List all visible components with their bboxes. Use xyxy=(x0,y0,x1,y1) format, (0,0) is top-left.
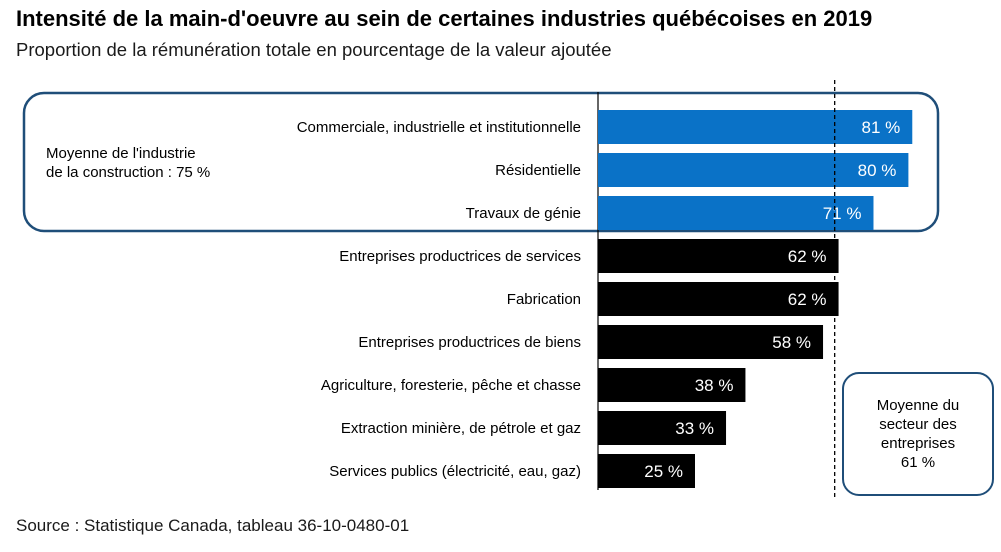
value-label-0: 81 % xyxy=(862,118,901,137)
bar-7 xyxy=(598,411,727,445)
category-label-2: Travaux de génie xyxy=(466,205,581,222)
business-average-line-4: 61 % xyxy=(901,454,935,471)
construction-highlight-box xyxy=(22,91,940,233)
bar-5 xyxy=(598,325,824,359)
value-label-7: 33 % xyxy=(675,419,714,438)
category-label-8: Services publics (électricité, eau, gaz) xyxy=(329,463,581,480)
bar-3 xyxy=(598,239,839,273)
category-label-4: Fabrication xyxy=(507,291,581,308)
bar-0 xyxy=(598,110,913,144)
business-average-line-1: Moyenne du xyxy=(877,397,960,414)
construction-average-line-1: Moyenne de l'industrie xyxy=(46,145,196,162)
value-label-5: 58 % xyxy=(772,333,811,352)
bar-6 xyxy=(598,368,746,402)
value-label-4: 62 % xyxy=(788,290,827,309)
category-label-3: Entreprises productrices de services xyxy=(339,248,581,265)
value-label-8: 25 % xyxy=(644,462,683,481)
chart-title: Intensité de la main-d'oeuvre au sein de… xyxy=(16,6,873,31)
value-label-1: 80 % xyxy=(858,161,897,180)
bars-group: Commerciale, industrielle et institution… xyxy=(297,110,913,488)
construction-average-line-2: de la construction : 75 % xyxy=(46,164,210,181)
category-label-7: Extraction minière, de pétrole et gaz xyxy=(341,420,581,437)
value-label-3: 62 % xyxy=(788,247,827,266)
chart-subtitle: Proportion de la rémunération totale en … xyxy=(16,39,612,60)
bar-2 xyxy=(598,196,874,230)
business-average-box xyxy=(842,372,994,496)
category-label-5: Entreprises productrices de biens xyxy=(358,334,581,351)
category-label-0: Commerciale, industrielle et institution… xyxy=(297,119,581,136)
source-note: Source : Statistique Canada, tableau 36-… xyxy=(16,516,410,535)
business-average-line-3: entreprises xyxy=(881,435,955,452)
category-label-6: Agriculture, foresterie, pêche et chasse xyxy=(321,377,581,394)
business-average-line-2: secteur des xyxy=(879,416,957,433)
bar-8 xyxy=(598,454,695,488)
bar-4 xyxy=(598,282,839,316)
category-label-1: Résidentielle xyxy=(495,162,581,179)
value-label-6: 38 % xyxy=(695,376,734,395)
value-label-2: 71 % xyxy=(823,204,862,223)
bar-1 xyxy=(598,153,909,187)
